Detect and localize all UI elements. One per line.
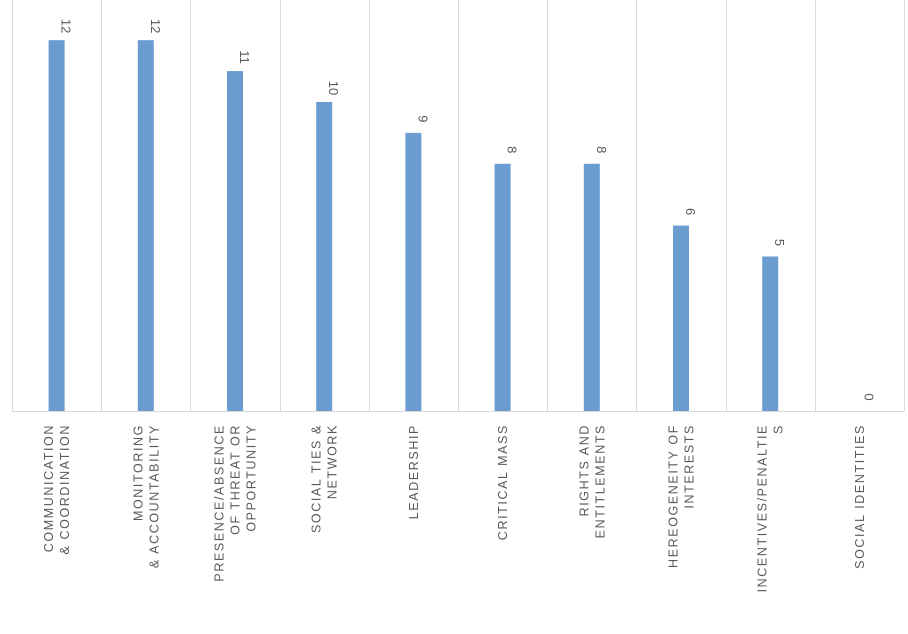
x-tick-label: PRESENCE/ABSENCE OF THREAT OR OPPORTUNITY bbox=[213, 424, 259, 582]
bar bbox=[762, 256, 779, 411]
x-tick-label: CRITICAL MASS bbox=[496, 424, 510, 540]
bar bbox=[405, 132, 422, 411]
x-tick-label-line: CRITICAL MASS bbox=[496, 424, 510, 540]
bar bbox=[494, 163, 511, 411]
x-tick-label: SOCIAL TIES & NETWORK bbox=[310, 424, 340, 533]
data-label: 12 bbox=[59, 19, 74, 33]
bar bbox=[137, 40, 154, 411]
data-label: 11 bbox=[237, 50, 252, 64]
x-tick-label-line: OF THREAT OR bbox=[229, 424, 243, 535]
x-tick-label-line: & ACCOUNTABILITY bbox=[147, 424, 161, 568]
data-label: 10 bbox=[326, 81, 341, 95]
x-tick-label: LEADERSHIP bbox=[407, 424, 421, 519]
x-tick-label-line: HEREOGENEITY OF bbox=[667, 424, 681, 568]
x-tick-label-line: PRESENCE/ABSENCE bbox=[213, 424, 227, 582]
x-tick-label-line: & COORDINATION bbox=[58, 424, 72, 555]
x-tick-labels-group: COMMUNICATION & COORDINATION MONITORING & A… bbox=[42, 424, 867, 592]
data-label: 12 bbox=[148, 19, 163, 33]
data-label: 8 bbox=[505, 146, 520, 153]
bars-group bbox=[48, 40, 779, 411]
x-tick-label-line: SOCIAL TIES & bbox=[310, 424, 324, 533]
x-tick-label-line: RIGHTS AND bbox=[577, 424, 591, 516]
data-label: 8 bbox=[594, 146, 609, 153]
x-tick-label-line: ENTITLEMENTS bbox=[593, 424, 607, 538]
data-labels-group: 12 12 11 10 9 8 8 6 5 0 bbox=[59, 19, 877, 401]
x-tick-label: SOCIAL IDENTITIES bbox=[853, 424, 867, 569]
x-tick-label: RIGHTS AND ENTITLEMENTS bbox=[577, 424, 607, 538]
x-tick-label-line: OPPORTUNITY bbox=[245, 424, 259, 532]
bar bbox=[316, 101, 333, 411]
x-tick-label: INCENTIVES/PENALTIE S bbox=[756, 424, 786, 592]
bar bbox=[583, 163, 600, 411]
x-tick-label-line: SOCIAL IDENTITIES bbox=[853, 424, 867, 569]
x-tick-label: HEREOGENEITY OF INTERESTS bbox=[667, 424, 697, 568]
data-label: 6 bbox=[683, 208, 698, 215]
x-tick-label-line: INCENTIVES/PENALTIE bbox=[756, 424, 770, 592]
bar bbox=[227, 71, 243, 411]
x-tick-label-line: S bbox=[772, 424, 786, 434]
x-tick-label-line: COMMUNICATION bbox=[42, 424, 56, 552]
data-label: 0 bbox=[861, 393, 876, 400]
data-label: 9 bbox=[415, 115, 430, 122]
x-tick-label-line: MONITORING bbox=[131, 424, 145, 521]
category-gridlines bbox=[12, 0, 905, 411]
data-label: 5 bbox=[772, 239, 787, 246]
bar bbox=[673, 225, 689, 411]
x-tick-label-line: LEADERSHIP bbox=[407, 424, 421, 519]
x-tick-label-line: NETWORK bbox=[326, 424, 340, 499]
x-tick-label: COMMUNICATION & COORDINATION bbox=[42, 424, 72, 555]
x-tick-label: MONITORING & ACCOUNTABILITY bbox=[131, 424, 161, 568]
x-tick-label-line: INTERESTS bbox=[683, 424, 697, 509]
bar bbox=[48, 40, 65, 411]
